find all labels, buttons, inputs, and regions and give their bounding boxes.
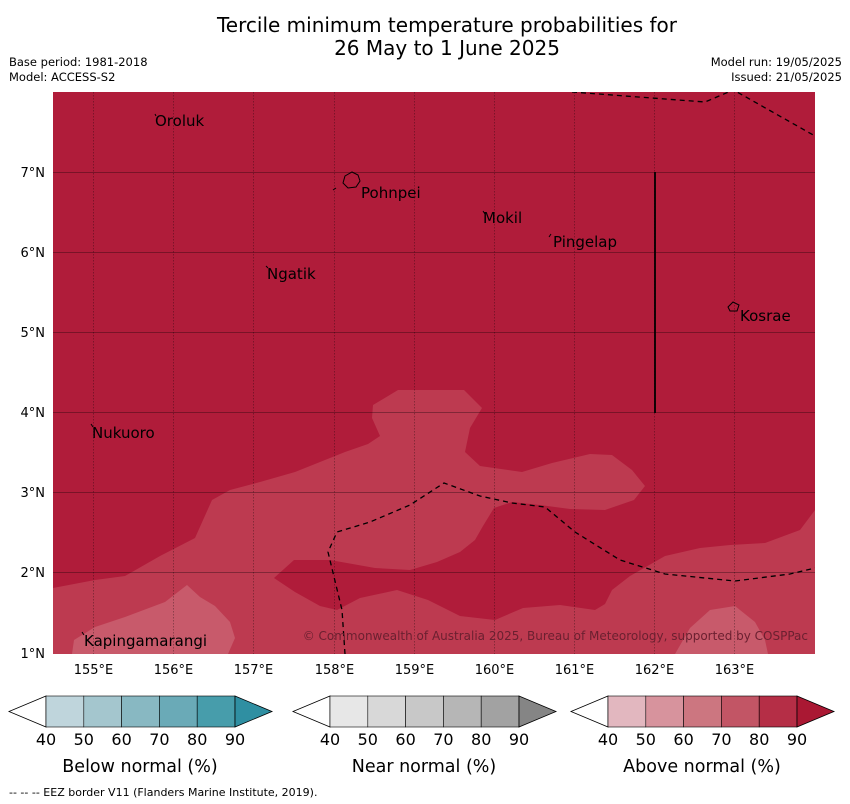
above-colorbar-tick: 50 — [636, 730, 656, 749]
issued-date: Issued: 21/05/2025 — [731, 70, 842, 84]
below-colorbar-tick: 40 — [36, 730, 56, 749]
near-colorbar-arrow-high — [518, 695, 558, 728]
place-kapingamarangi: Kapingamarangi — [84, 632, 207, 650]
meta-left: Base period: 1981-2018 Model: ACCESS-S2 — [9, 55, 148, 85]
below-colorbar-segment — [121, 695, 160, 728]
lat-label: 6°N — [21, 246, 46, 261]
lat-label: 3°N — [21, 486, 46, 501]
place-pingelap: Pingelap — [553, 233, 617, 251]
latitude-labels: 7°N 6°N 5°N 4°N 3°N 2°N 1°N — [21, 166, 46, 662]
near-colorbar-segment — [329, 695, 369, 728]
colorbar-below-normal: 40 50 60 70 80 90 — [7, 695, 274, 749]
below-colorbar-tick: 60 — [111, 730, 131, 749]
below-colorbar-segment — [83, 695, 122, 728]
place-mokil: Mokil — [483, 209, 522, 227]
above-colorbar-tick: 70 — [711, 730, 731, 749]
near-normal-label: Near normal (%) — [352, 757, 497, 777]
near-colorbar-tick: 70 — [433, 730, 453, 749]
above-colorbar-arrow-high — [796, 695, 836, 728]
above-colorbar-segment — [607, 695, 647, 728]
near-colorbar-tick: 80 — [471, 730, 491, 749]
lat-label: 4°N — [21, 406, 46, 421]
near-colorbar-tick: 90 — [509, 730, 529, 749]
map-area: Oroluk Pohnpei Mokil Pingelap Ngatik Kos… — [53, 92, 815, 654]
below-colorbar-tick: 50 — [74, 730, 94, 749]
model-name: Model: ACCESS-S2 — [9, 70, 116, 84]
lat-label: 7°N — [21, 166, 46, 181]
colorbar-near-normal: 40 50 60 70 80 90 — [291, 695, 558, 749]
island-outlines — [81, 113, 740, 636]
lat-label: 5°N — [21, 326, 46, 341]
lat-label: 1°N — [21, 647, 46, 662]
copyright-notice: © Commonwealth of Australia 2025, Bureau… — [303, 629, 808, 643]
place-pohnpei: Pohnpei — [361, 184, 421, 202]
below-colorbar-segment — [196, 695, 236, 728]
near-colorbar-segment — [443, 695, 482, 728]
near-colorbar-segment — [405, 695, 444, 728]
below-colorbar-arrow-low — [7, 695, 47, 728]
lon-label: 157°E — [234, 663, 274, 678]
above-colorbar-tick: 40 — [598, 730, 618, 749]
lon-label: 158°E — [315, 663, 355, 678]
below-colorbar-tick: 70 — [149, 730, 169, 749]
title-line-2: 26 May to 1 June 2025 — [334, 36, 560, 60]
eez-border — [327, 92, 815, 654]
lon-label: 163°E — [715, 663, 755, 678]
above-colorbar-segment — [683, 695, 722, 728]
colorbar-above-normal: 40 50 60 70 80 90 — [569, 695, 836, 749]
longitude-labels: 155°E 156°E 157°E 158°E 159°E 160°E 161°… — [74, 663, 755, 678]
above-colorbar-tick: 60 — [673, 730, 693, 749]
eez-footnote: -- -- -- EEZ border V11 (Flanders Marine… — [9, 786, 318, 799]
lon-label: 159°E — [395, 663, 435, 678]
lat-label: 2°N — [21, 566, 46, 581]
above-colorbar-arrow-low — [569, 695, 609, 728]
above-colorbar-segment — [721, 695, 760, 728]
near-colorbar-segment — [367, 695, 406, 728]
above-colorbar-tick: 90 — [787, 730, 807, 749]
near-colorbar-arrow-low — [291, 695, 331, 728]
below-colorbar-tick: 90 — [225, 730, 245, 749]
above-normal-label: Above normal (%) — [623, 757, 781, 777]
place-labels: Oroluk Pohnpei Mokil Pingelap Ngatik Kos… — [84, 112, 791, 650]
above-colorbar-segment — [645, 695, 684, 728]
below-colorbar-segment — [45, 695, 85, 728]
lon-label: 156°E — [154, 663, 194, 678]
graticule — [53, 92, 815, 654]
below-colorbar-segment — [159, 695, 198, 728]
base-period: Base period: 1981-2018 — [9, 55, 148, 69]
near-colorbar-tick: 60 — [395, 730, 415, 749]
meta-right: Model run: 19/05/2025 Issued: 21/05/2025 — [711, 55, 842, 85]
model-run: Model run: 19/05/2025 — [710, 55, 842, 69]
place-ngatik: Ngatik — [267, 265, 316, 283]
lon-label: 155°E — [74, 663, 114, 678]
below-normal-label: Below normal (%) — [62, 757, 217, 777]
below-colorbar-tick: 80 — [187, 730, 207, 749]
probability-70-80-region — [53, 390, 815, 654]
lon-label: 162°E — [635, 663, 675, 678]
lon-label: 160°E — [475, 663, 515, 678]
near-colorbar-segment — [480, 695, 520, 728]
place-oroluk: Oroluk — [155, 112, 204, 130]
below-colorbar-arrow-high — [234, 695, 274, 728]
above-colorbar-tick: 80 — [749, 730, 769, 749]
lon-label: 161°E — [555, 663, 595, 678]
place-kosrae: Kosrae — [740, 307, 791, 325]
probability-60-70-region — [72, 585, 768, 654]
near-colorbar-tick: 50 — [358, 730, 378, 749]
near-colorbar-tick: 40 — [320, 730, 340, 749]
above-colorbar-segment — [758, 695, 798, 728]
place-nukuoro: Nukuoro — [92, 424, 155, 442]
map-title: Tercile minimum temperature probabilitie… — [0, 14, 850, 60]
title-line-1: Tercile minimum temperature probabilitie… — [216, 13, 678, 37]
